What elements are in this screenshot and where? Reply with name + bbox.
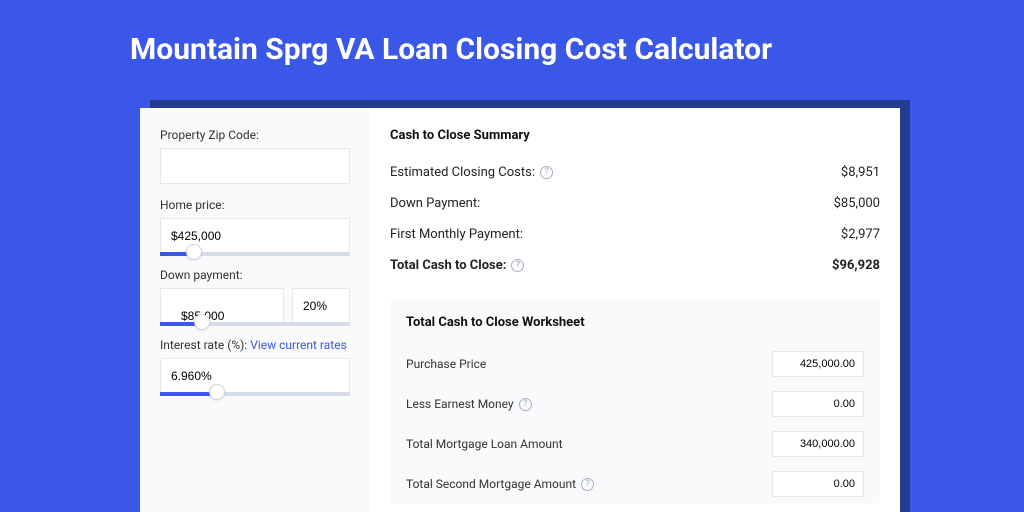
page-title: Mountain Sprg VA Loan Closing Cost Calcu… <box>0 0 1024 93</box>
worksheet-label: Purchase Price <box>406 357 486 371</box>
summary-row-closing-costs: Estimated Closing Costs: ? $8,951 <box>390 157 880 188</box>
worksheet-input-earnest-money[interactable] <box>772 391 864 417</box>
help-icon[interactable]: ? <box>540 166 553 179</box>
interest-rate-label-text: Interest rate (%): <box>160 338 247 352</box>
calculator-panel: Property Zip Code: Home price: Down paym… <box>140 108 900 512</box>
results-panel: Cash to Close Summary Estimated Closing … <box>370 108 900 512</box>
summary-label: Down Payment: <box>390 196 480 211</box>
worksheet-input-mortgage-amount[interactable] <box>772 431 864 457</box>
interest-rate-label: Interest rate (%): View current rates <box>160 338 350 352</box>
home-price-label: Home price: <box>160 198 350 212</box>
summary-value: $2,977 <box>841 227 880 242</box>
view-rates-link[interactable]: View current rates <box>250 338 347 352</box>
zip-input[interactable] <box>160 148 350 184</box>
home-price-slider-handle[interactable] <box>186 244 202 260</box>
interest-rate-input[interactable] <box>160 358 350 394</box>
worksheet-title: Total Cash to Close Worksheet <box>406 315 864 330</box>
summary-row-total: Total Cash to Close: ? $96,928 <box>390 250 880 281</box>
worksheet-panel: Total Cash to Close Worksheet Purchase P… <box>390 299 880 504</box>
calculator-shadow: Property Zip Code: Home price: Down paym… <box>150 100 910 512</box>
worksheet-input-purchase-price[interactable] <box>772 351 864 377</box>
inputs-sidebar: Property Zip Code: Home price: Down paym… <box>140 108 370 512</box>
help-icon[interactable]: ? <box>519 398 532 411</box>
down-payment-field: Down payment: <box>160 268 350 324</box>
home-price-field: Home price: <box>160 198 350 254</box>
summary-row-down-payment: Down Payment: $85,000 <box>390 188 880 219</box>
summary-row-first-monthly: First Monthly Payment: $2,977 <box>390 219 880 250</box>
worksheet-input-second-mortgage[interactable] <box>772 471 864 497</box>
worksheet-row-purchase-price: Purchase Price <box>406 344 864 384</box>
summary-total-value: $96,928 <box>832 258 880 273</box>
worksheet-label: Total Second Mortgage Amount <box>406 477 576 491</box>
worksheet-row-earnest-money: Less Earnest Money ? <box>406 384 864 424</box>
summary-value: $85,000 <box>834 196 880 211</box>
help-icon[interactable]: ? <box>581 478 594 491</box>
zip-field: Property Zip Code: <box>160 128 350 184</box>
worksheet-row-second-mortgage: Total Second Mortgage Amount ? <box>406 464 864 504</box>
down-payment-percent-input[interactable] <box>292 288 350 324</box>
summary-value: $8,951 <box>841 165 880 180</box>
down-payment-input[interactable] <box>160 288 284 324</box>
worksheet-label: Less Earnest Money <box>406 397 514 411</box>
interest-rate-field: Interest rate (%): View current rates <box>160 338 350 394</box>
down-payment-label: Down payment: <box>160 268 350 282</box>
summary-label: First Monthly Payment: <box>390 227 523 242</box>
worksheet-label: Total Mortgage Loan Amount <box>406 437 563 451</box>
help-icon[interactable]: ? <box>511 259 524 272</box>
interest-rate-slider-handle[interactable] <box>209 384 225 400</box>
zip-label: Property Zip Code: <box>160 128 350 142</box>
summary-title: Cash to Close Summary <box>390 128 880 143</box>
summary-total-label: Total Cash to Close: <box>390 258 506 273</box>
down-payment-slider-handle[interactable] <box>194 314 210 330</box>
summary-label: Estimated Closing Costs: <box>390 165 535 180</box>
worksheet-row-mortgage-amount: Total Mortgage Loan Amount <box>406 424 864 464</box>
